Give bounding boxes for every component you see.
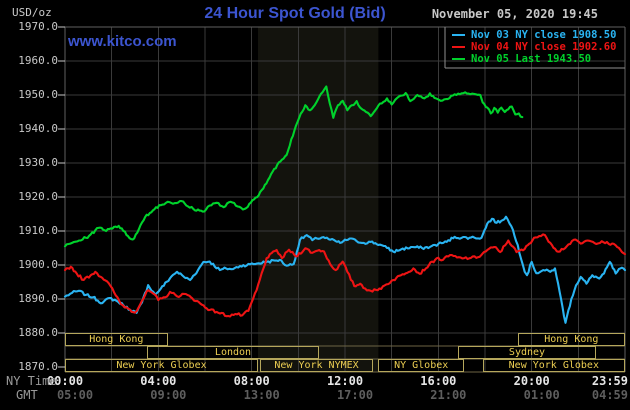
x-axis-label-gmt: 21:00 <box>430 388 467 402</box>
legend-item-nov04: Nov 04 NY close 1902.60 <box>452 41 616 53</box>
x-axis-label-ny: 12:00 <box>326 374 364 388</box>
x-axis-label-gmt: 04:59 <box>591 388 628 402</box>
y-axis-label: 1870.0 <box>18 360 58 373</box>
x-axis-label-gmt: 13:00 <box>243 388 280 402</box>
legend-item-nov05: Nov 05 Last 1943.50 <box>452 53 616 65</box>
series-line-2 <box>63 85 524 248</box>
y-axis-label: 1890.0 <box>18 292 58 305</box>
legend: Nov 03 NY close 1908.50 Nov 04 NY close … <box>452 29 616 65</box>
page-title: 24 Hour Spot Gold (Bid) <box>204 5 386 22</box>
y-axis-label: 1910.0 <box>18 224 58 237</box>
x-axis-label-ny: 08:00 <box>233 374 270 388</box>
series-line-0 <box>63 215 627 324</box>
legend-item-nov03: Nov 03 NY close 1908.50 <box>452 29 616 41</box>
session-bar-new-york-globex: New York Globex <box>65 359 258 372</box>
x-axis-label-gmt: 09:00 <box>150 388 187 402</box>
legend-label: Nov 04 NY close 1902.60 <box>471 41 617 53</box>
session-bar-ny-globex: NY Globex <box>378 359 464 372</box>
x-axis-label-gmt: 05:00 <box>56 388 94 402</box>
y-axis-label: 1930.0 <box>18 156 58 169</box>
kitco-watermark: www.kitco.com <box>68 33 177 50</box>
x-axis-row1-name: NY Time <box>6 374 57 388</box>
nov05-line-swatch-icon <box>452 58 465 60</box>
y-axis-label: 1900.0 <box>18 258 58 271</box>
nov03-line-swatch-icon <box>452 34 465 36</box>
y-axis-unit-label: USD/oz <box>12 6 52 19</box>
x-axis-label-ny: 00:00 <box>46 374 84 388</box>
y-axis-label: 1880.0 <box>18 326 58 339</box>
y-axis-label: 1950.0 <box>18 88 58 101</box>
legend-label: Nov 03 NY close 1908.50 <box>471 29 617 41</box>
x-axis-label-ny: 16:00 <box>420 374 457 388</box>
session-bar-hong-kong: Hong Kong <box>517 333 625 346</box>
legend-label: Nov 05 Last 1943.50 <box>471 53 592 65</box>
session-bar-london: London <box>146 346 320 359</box>
y-axis-label: 1940.0 <box>18 122 58 135</box>
session-bar-new-york-globex: New York Globex <box>482 359 625 372</box>
x-axis-label-gmt: 17:00 <box>336 388 374 402</box>
x-axis-label-gmt: 01:00 <box>523 388 560 402</box>
nov04-line-swatch-icon <box>452 46 465 48</box>
chart-datetime: November 05, 2020 19:45 <box>431 7 598 21</box>
session-bar-sydney: Sydney <box>458 346 596 359</box>
series-line-1 <box>63 233 627 318</box>
session-bar-new-york-nymex: New York NYMEX <box>260 359 373 372</box>
session-bar-hong-kong: Hong Kong <box>65 333 168 346</box>
x-axis-row2-name: GMT <box>16 388 38 402</box>
x-axis-label-ny: 20:00 <box>513 374 550 388</box>
y-axis-label: 1920.0 <box>18 190 58 203</box>
nymex-hours-band <box>257 27 379 372</box>
x-axis-label-ny: 23:59 <box>591 374 628 388</box>
y-axis-label: 1960.0 <box>18 54 58 67</box>
y-axis-label: 1970.0 <box>18 20 58 33</box>
x-axis-label-ny: 04:00 <box>140 374 177 388</box>
